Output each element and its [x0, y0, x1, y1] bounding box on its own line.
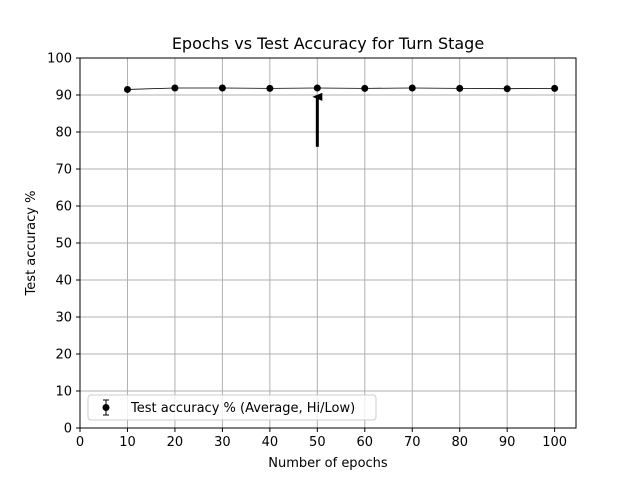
axis-ticks: 0 10 20 30 40 50 60 70 80 90 100 0 10 20 30 40 50 60 70 80 9…	[47, 52, 567, 451]
data-point	[266, 84, 274, 92]
x-tick-label: 30	[214, 435, 231, 450]
y-tick-label: 40	[55, 274, 72, 289]
legend-marker-icon	[102, 404, 110, 411]
x-tick-label: 60	[357, 435, 374, 450]
chart-title: Epochs vs Test Accuracy for Turn Stage	[172, 34, 484, 53]
y-tick-label: 100	[47, 52, 72, 67]
data-point	[551, 84, 559, 92]
series-layer	[123, 84, 559, 93]
x-tick-label: 70	[404, 435, 421, 450]
data-point	[123, 85, 131, 93]
legend: Test accuracy % (Average, Hi/Low)	[87, 394, 377, 421]
x-tick-label: 50	[309, 435, 326, 450]
y-tick-label: 10	[55, 385, 72, 400]
y-tick-label: 70	[55, 163, 72, 178]
data-point	[456, 84, 464, 92]
x-tick-label: 90	[499, 435, 516, 450]
series-line	[127, 87, 555, 90]
x-tick-label: 0	[76, 435, 84, 450]
y-axis-label: Test accuracy %	[24, 191, 39, 297]
data-point	[361, 84, 369, 92]
data-point	[313, 84, 321, 92]
y-tick-label: 20	[55, 348, 72, 363]
y-tick-label: 30	[55, 311, 72, 326]
x-tick-label: 40	[262, 435, 279, 450]
x-tick-label: 100	[542, 435, 567, 450]
data-point	[218, 84, 226, 92]
data-point	[408, 84, 416, 92]
y-tick-label: 60	[55, 200, 72, 215]
legend-label: Test accuracy % (Average, Hi/Low)	[130, 401, 355, 416]
x-tick-label: 10	[119, 435, 136, 450]
y-tick-label: 0	[64, 422, 72, 437]
y-tick-label: 90	[55, 89, 72, 104]
x-tick-label: 20	[167, 435, 184, 450]
x-tick-label: 80	[451, 435, 468, 450]
data-point	[503, 85, 511, 93]
legend-box	[87, 394, 377, 421]
y-tick-label: 80	[55, 126, 72, 141]
y-tick-label: 50	[55, 237, 72, 252]
data-point	[171, 84, 179, 92]
x-axis-label: Number of epochs	[268, 456, 388, 471]
